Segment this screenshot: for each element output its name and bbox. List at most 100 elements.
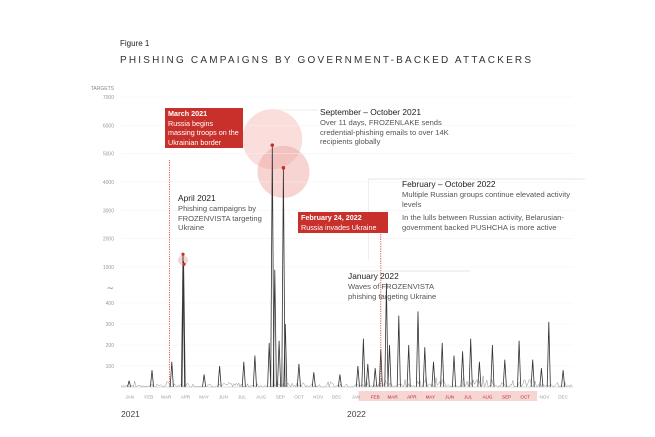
annotation-april-2021-text: Phishing campaigns by FROZENVISTA target… — [178, 204, 262, 233]
year-label-2022: 2022 — [347, 409, 366, 419]
x-tick-label: JUL — [464, 395, 473, 400]
annotation-feb-oct-2022: February – October 2022 Multiple Russian… — [402, 179, 572, 232]
series-spike — [477, 361, 482, 388]
annotation-april-2021-heading: April 2021 — [178, 193, 216, 203]
series-spike — [127, 380, 132, 388]
series-spike — [406, 344, 411, 388]
annotation-feb-24-2022-text: Russia invades Ukraine — [301, 222, 377, 232]
y-tick-label: 4000 — [103, 180, 114, 186]
series-spike — [384, 283, 389, 388]
series-spike — [517, 340, 522, 388]
peak-dot-oct-2021 — [281, 166, 286, 170]
series-spike — [460, 351, 465, 388]
series-spike — [169, 361, 174, 388]
y-tick-label: 100 — [106, 364, 115, 370]
series-spike — [539, 368, 544, 388]
x-tick-label: APR — [407, 395, 417, 400]
y-tick-label: 300 — [106, 322, 115, 328]
series-spike — [181, 261, 186, 388]
y-tick-label: 200 — [106, 343, 115, 349]
series-spike — [355, 365, 360, 388]
series-spike — [365, 363, 370, 388]
series-spike — [217, 365, 222, 388]
series-spike — [252, 355, 257, 388]
series-spike — [468, 338, 473, 388]
x-tick-label: JUN — [219, 395, 228, 400]
annotation-march-2021: March 2021 Russia begins massing troops … — [165, 108, 243, 149]
x-tick-label: JAN — [352, 395, 361, 400]
y-tick-label: 3000 — [103, 208, 114, 214]
annotation-april-2021: April 2021 Phishing campaigns by FROZENV… — [178, 193, 264, 233]
figure-title: PHISHING CAMPAIGNS BY GOVERNMENT-BACKED … — [120, 55, 534, 66]
y-tick-label: 6000 — [103, 123, 114, 129]
x-tick-label: JUN — [445, 395, 454, 400]
series-spike — [241, 361, 246, 388]
series-spike — [387, 344, 392, 388]
series-spike — [202, 374, 207, 388]
x-tick-label: DEC — [332, 395, 342, 400]
axis-break-marker: ~ — [106, 284, 114, 294]
x-tick-label: NOV — [539, 395, 550, 400]
x-tick-label: MAR — [387, 395, 398, 400]
annotation-jan-2022-heading: January 2022 — [348, 271, 399, 281]
annotation-feb-24-2022-heading: February 24, 2022 — [301, 213, 362, 222]
annotation-feb-oct-2022-heading: February – October 2022 — [402, 179, 496, 189]
series-spike — [431, 361, 436, 388]
x-tick-label: MAR — [161, 395, 172, 400]
x-tick-label: SEP — [276, 395, 285, 400]
x-tick-label: AUG — [256, 395, 266, 400]
annotation-jan-2022: January 2022 Waves of FROZENVISTA phishi… — [348, 271, 464, 301]
highlight-band — [358, 391, 538, 401]
series-spike — [337, 374, 342, 388]
x-tick-label: OCT — [294, 395, 304, 400]
series-spike — [440, 342, 445, 388]
y-tick-label: 400 — [106, 301, 115, 307]
annotation-sep-oct-2021-heading: September – October 2021 — [320, 107, 422, 117]
peak-dot-apr-2021-b — [182, 262, 186, 266]
series-spike — [502, 359, 507, 388]
series-spike — [277, 340, 282, 388]
x-tick-label: JUL — [238, 395, 247, 400]
peak-halo-sep-2021 — [242, 109, 303, 170]
series-spike — [490, 344, 495, 388]
annotation-sep-oct-2021: September – October 2021 Over 11 days, F… — [320, 107, 460, 147]
x-tick-label: SEP — [502, 395, 511, 400]
series-spike — [546, 321, 551, 388]
y-tick-label: 2000 — [103, 237, 114, 243]
series-spike — [561, 370, 566, 388]
series-spike — [361, 338, 366, 388]
x-tick-label: FEB — [144, 395, 153, 400]
annotation-march-2021-text: Russia begins massing troops on the Ukra… — [168, 118, 239, 147]
x-tick-label: APR — [181, 395, 191, 400]
x-tick-label: MAY — [426, 395, 436, 400]
annotation-march-2021-heading: March 2021 — [168, 109, 208, 118]
y-tick-label: 7000 — [103, 95, 114, 101]
series-spike — [296, 363, 301, 388]
y-tick-label: 5000 — [103, 152, 114, 158]
x-tick-label: JAN — [125, 395, 134, 400]
series-spike — [283, 323, 288, 388]
x-tick-label: FEB — [371, 395, 380, 400]
peak-dot-apr-2021 — [181, 252, 185, 256]
figure-label: Figure 1 — [120, 39, 150, 48]
series-noise-line — [120, 375, 573, 388]
annotation-jan-2022-text: Waves of FROZENVISTA phishing targeting … — [348, 282, 437, 301]
y-axis-label: TARGETS — [91, 86, 115, 92]
series-spike — [416, 311, 420, 388]
series-spike — [396, 315, 401, 388]
x-tick-label: AUG — [482, 395, 492, 400]
series-spike — [422, 347, 427, 388]
series-spike — [530, 359, 535, 388]
series-spike — [452, 355, 456, 388]
peak-dot-sep-2021 — [270, 143, 275, 147]
x-tick-label: OCT — [520, 395, 530, 400]
annotation-feb-24-2022: February 24, 2022 Russia invades Ukraine — [298, 212, 388, 234]
series-spike — [150, 370, 154, 388]
x-tick-label: DEC — [558, 395, 568, 400]
x-tick-label: MAY — [199, 395, 209, 400]
annotation-feb-oct-2022-text: Multiple Russian groups continue elevate… — [402, 190, 570, 209]
series-spike — [311, 372, 316, 388]
series-spike — [373, 368, 378, 388]
annotation-sep-oct-2021-text: Over 11 days, FROZENLAKE sends credentia… — [320, 118, 449, 147]
